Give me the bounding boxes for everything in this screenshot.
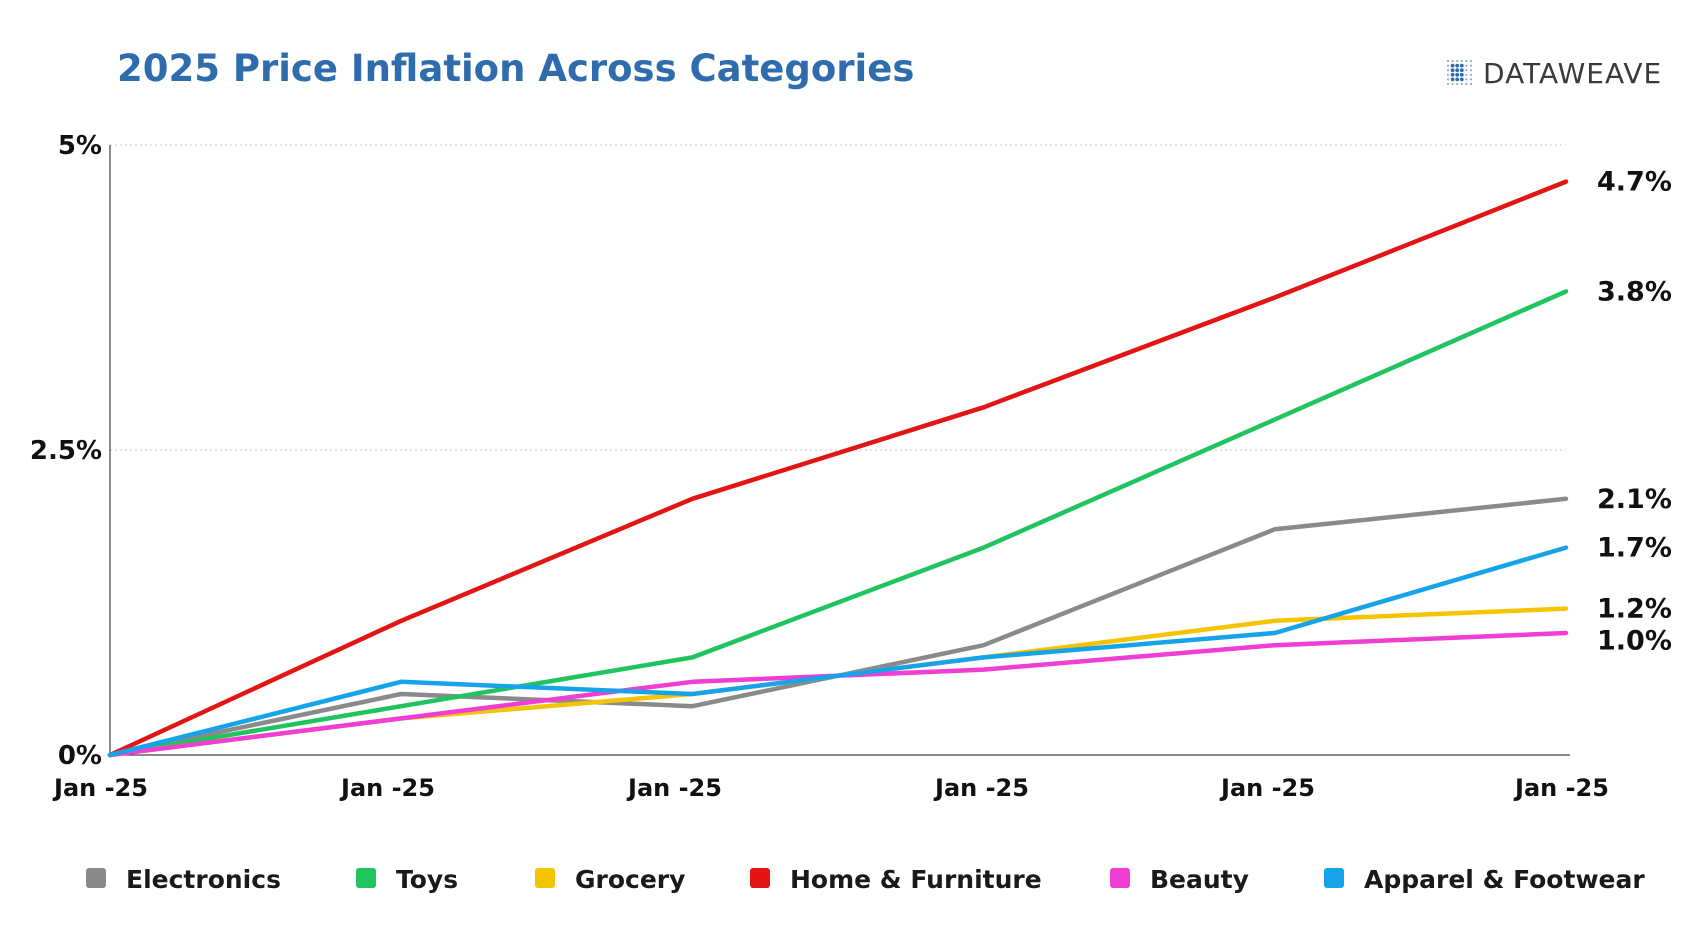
logo-dot bbox=[1456, 59, 1459, 63]
y-axis-ticks: 0% 2.5% 5% bbox=[30, 131, 102, 771]
x-tick-label: Jan -25 bbox=[933, 774, 1029, 802]
logo-dot bbox=[1469, 82, 1473, 86]
series-line bbox=[107, 545, 1569, 758]
y-tick-label: 5% bbox=[58, 131, 102, 161]
series-line bbox=[107, 289, 1569, 758]
logo-dot bbox=[1450, 63, 1455, 68]
legend-item: Beauty bbox=[1110, 865, 1249, 894]
series-end-label: 4.7% bbox=[1597, 167, 1672, 198]
series-end-label: 1.7% bbox=[1597, 533, 1672, 564]
series-end-label: 2.1% bbox=[1597, 484, 1672, 515]
legend-swatch bbox=[86, 868, 106, 888]
logo-dot bbox=[1455, 63, 1460, 68]
series-line bbox=[107, 630, 1569, 758]
legend-item: Home & Furniture bbox=[750, 865, 1042, 894]
x-tick-label: Jan -25 bbox=[52, 774, 148, 802]
legend-item: Toys bbox=[356, 865, 458, 894]
dot-grid-logo-icon bbox=[1446, 59, 1473, 86]
series-end-label: 3.8% bbox=[1597, 276, 1672, 307]
legend: Electronics Toys Grocery Home & Furniture Be… bbox=[86, 865, 1645, 894]
axes bbox=[109, 145, 1570, 756]
logo-dot bbox=[1465, 73, 1468, 76]
logo-dot bbox=[1469, 78, 1473, 81]
logo-dot bbox=[1459, 63, 1464, 68]
legend-swatch bbox=[356, 868, 376, 888]
logo-dot bbox=[1446, 82, 1450, 86]
legend-label: Home & Furniture bbox=[790, 865, 1042, 894]
legend-label: Grocery bbox=[575, 865, 685, 894]
logo-dot bbox=[1469, 69, 1473, 72]
legend-item: Grocery bbox=[535, 865, 685, 894]
logo-dot bbox=[1459, 68, 1464, 73]
series-line bbox=[107, 179, 1569, 758]
chart-title: 2025 Price Inflation Across Categories bbox=[117, 47, 914, 90]
logo-dot bbox=[1455, 68, 1460, 73]
logo-dot bbox=[1469, 73, 1473, 76]
logo-dot bbox=[1446, 78, 1450, 81]
legend-item: Electronics bbox=[86, 865, 281, 894]
logo-dot bbox=[1469, 64, 1473, 67]
logo-dot bbox=[1465, 78, 1468, 81]
logo-dot bbox=[1451, 82, 1454, 86]
logo-dot bbox=[1465, 64, 1468, 67]
logo-dot bbox=[1459, 77, 1464, 82]
legend-item: Apparel & Footwear bbox=[1324, 865, 1645, 894]
legend-label: Beauty bbox=[1150, 865, 1249, 894]
series-line bbox=[107, 606, 1569, 758]
legend-swatch bbox=[750, 868, 770, 888]
logo-dot bbox=[1450, 72, 1455, 77]
x-axis-ticks: Jan -25 Jan -25 Jan -25 Jan -25 Jan -25 Jan -… bbox=[52, 774, 1609, 802]
legend-label: Electronics bbox=[126, 865, 281, 894]
x-tick-label: Jan -25 bbox=[1513, 774, 1609, 802]
logo-dot bbox=[1446, 73, 1450, 76]
x-tick-label: Jan -25 bbox=[339, 774, 435, 802]
legend-swatch bbox=[535, 868, 555, 888]
series-end-labels: 4.7% 3.8% 2.1% 1.7% 1.2%1.0% bbox=[1597, 167, 1672, 657]
x-tick-label: Jan -25 bbox=[626, 774, 722, 802]
logo-dot bbox=[1460, 59, 1463, 63]
logo-dot bbox=[1456, 82, 1459, 86]
legend-swatch bbox=[1110, 868, 1130, 888]
logo-dot bbox=[1446, 59, 1450, 63]
logo-dot bbox=[1465, 82, 1468, 86]
y-tick-label: 2.5% bbox=[30, 436, 102, 466]
series-lines bbox=[107, 179, 1569, 758]
logo-dot bbox=[1465, 59, 1468, 63]
series-end-label: 1.0% bbox=[1597, 626, 1672, 657]
logo-dot bbox=[1465, 69, 1468, 72]
logo-dot bbox=[1446, 64, 1450, 67]
logo-dot bbox=[1455, 77, 1460, 82]
logo-dot bbox=[1446, 69, 1450, 72]
logo-dot bbox=[1450, 77, 1455, 82]
logo-dot bbox=[1450, 68, 1455, 73]
legend-label: Toys bbox=[396, 865, 458, 894]
logo-dot bbox=[1455, 72, 1460, 77]
brand-logo: DATAWEAVE bbox=[1446, 57, 1662, 90]
logo-dot bbox=[1459, 72, 1464, 77]
x-tick-label: Jan -25 bbox=[1219, 774, 1315, 802]
brand-name: DATAWEAVE bbox=[1483, 57, 1662, 90]
logo-dot bbox=[1460, 82, 1463, 86]
legend-swatch bbox=[1324, 868, 1344, 888]
logo-dot bbox=[1469, 59, 1473, 63]
series-end-label: 1.2% bbox=[1597, 594, 1672, 625]
grid-lines bbox=[110, 144, 1566, 451]
y-tick-label: 0% bbox=[58, 741, 102, 771]
legend-label: Apparel & Footwear bbox=[1364, 865, 1645, 894]
logo-dot bbox=[1451, 59, 1454, 63]
